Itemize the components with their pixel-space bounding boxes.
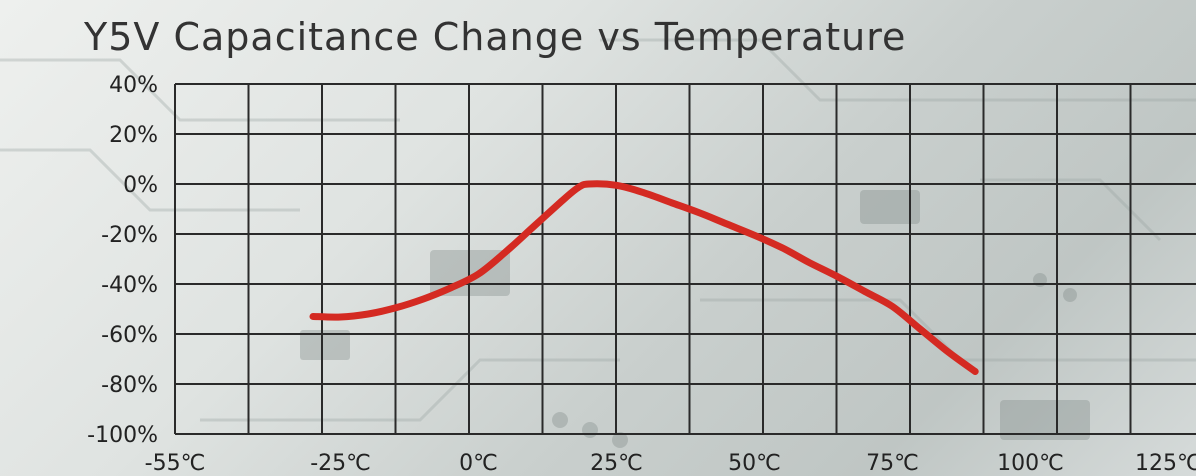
x-tick-label: 0℃: [459, 451, 498, 476]
x-tick-label: -25℃: [310, 451, 371, 476]
series-line: [309, 180, 979, 375]
grid: [174, 83, 1196, 435]
y-tick-label: -100%: [87, 423, 158, 448]
y-tick-label: 0%: [123, 173, 158, 198]
x-tick-label: 125℃: [1135, 451, 1196, 476]
x-tick-label: 50℃: [728, 451, 781, 476]
y-tick-label: -60%: [101, 323, 158, 348]
x-tick-label: 75℃: [866, 451, 919, 476]
series-group: [309, 180, 979, 375]
x-tick-label: 25℃: [590, 451, 643, 476]
y-axis-tick-labels: 40% 20% 0% -20% -40% -60% -80% -100%: [87, 73, 158, 448]
chart-title: Y5V Capacitance Change vs Temperature: [83, 15, 906, 59]
y-tick-label: 40%: [109, 73, 158, 98]
y-tick-label: -80%: [101, 373, 158, 398]
x-tick-label: -55℃: [145, 451, 206, 476]
y-tick-label: -40%: [101, 273, 158, 298]
y-tick-label: 20%: [109, 123, 158, 148]
x-axis-tick-labels: -55℃ -25℃ 0℃ 25℃ 50℃ 75℃ 100℃ 125℃: [145, 451, 1196, 476]
y-tick-label: -20%: [101, 223, 158, 248]
x-tick-label: 100℃: [997, 451, 1064, 476]
